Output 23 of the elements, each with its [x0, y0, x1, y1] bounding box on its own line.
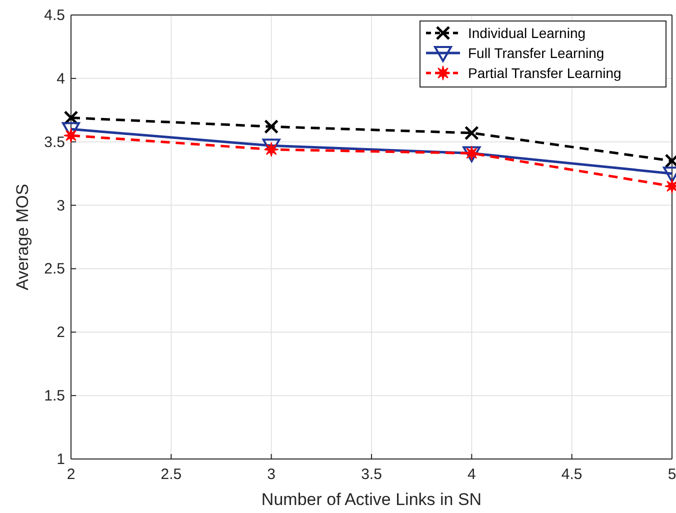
x-tick-label: 3	[267, 466, 276, 483]
x-tick-label: 3.5	[361, 466, 382, 483]
legend-label: Individual Learning	[468, 25, 586, 41]
x-tick-label: 2.5	[160, 466, 182, 483]
point	[64, 128, 78, 144]
x-axis-title: Number of Active Links in SN	[261, 490, 482, 509]
point	[464, 126, 479, 140]
y-axis-title: Average MOS	[13, 184, 32, 290]
x-tick-label: 4.5	[561, 466, 582, 483]
y-tick-label: 1	[56, 451, 65, 468]
y-tick-label: 2	[56, 324, 65, 342]
y-tick-label: 2.5	[44, 260, 65, 278]
point	[264, 119, 279, 134]
legend-label: Partial Transfer Learning	[468, 65, 622, 81]
x-tick-label: 4	[467, 466, 476, 483]
x-tick-label: 5	[668, 466, 676, 483]
y-tick-label: 3	[56, 197, 65, 214]
y-tick-label: 4	[56, 70, 65, 88]
legend-label: Full Transfer Learning	[468, 45, 604, 61]
y-tick-label: 3.5	[44, 134, 65, 151]
point	[262, 138, 280, 155]
y-tick-label: 1.5	[44, 388, 65, 405]
y-tick-label: 4.5	[44, 7, 65, 24]
